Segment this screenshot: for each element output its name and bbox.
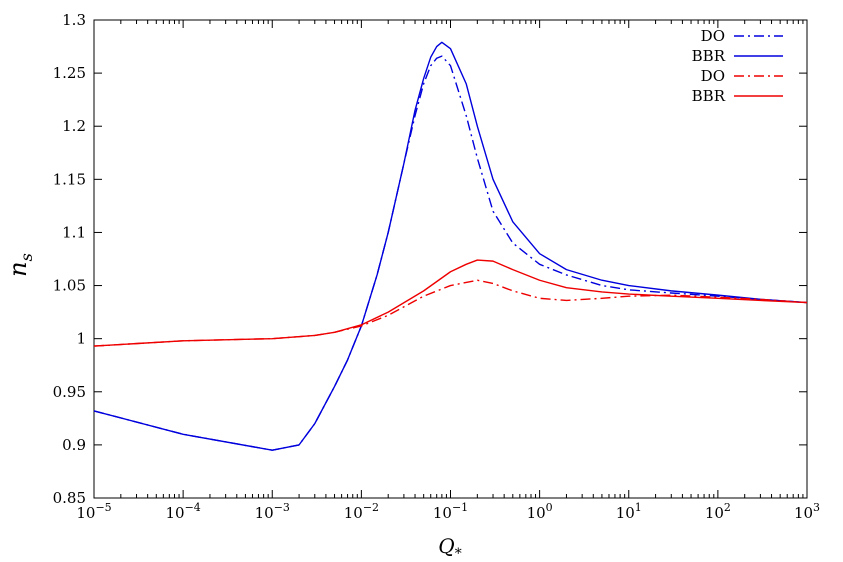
legend: DO BBR DO BBR bbox=[692, 27, 783, 105]
x-tick-exp: −4 bbox=[185, 501, 201, 514]
y-tick-label: 0.95 bbox=[53, 383, 86, 401]
y-tick-label: 1.05 bbox=[53, 277, 86, 295]
series-line-2 bbox=[93, 279, 808, 347]
series-line-3 bbox=[93, 259, 808, 347]
y-tick-labels: 0.85 0.9 0.95 1 1.05 1.1 1.15 1.2 1.25 1.3 bbox=[53, 11, 86, 507]
x-tick-label: 10−2 bbox=[344, 501, 379, 522]
x-tick-label: 10−5 bbox=[76, 501, 111, 522]
x-tick-exp: −2 bbox=[363, 501, 379, 514]
x-tick-label: 10−1 bbox=[433, 501, 468, 522]
series-lines bbox=[93, 41, 808, 451]
x-tick-exp: −5 bbox=[95, 501, 111, 514]
x-tick-base: 10 bbox=[76, 504, 95, 522]
x-tick-base: 10 bbox=[705, 504, 724, 522]
x-tick-exp: 2 bbox=[724, 501, 731, 514]
y-tick-label: 1.3 bbox=[62, 11, 86, 29]
y-tick-label: 1.2 bbox=[62, 117, 86, 135]
series-line-0 bbox=[93, 55, 808, 451]
x-tick-base: 10 bbox=[255, 504, 274, 522]
x-tick-exp: −3 bbox=[274, 501, 290, 514]
x-tick-label: 102 bbox=[705, 501, 731, 522]
x-tick-label: 101 bbox=[616, 501, 642, 522]
x-tick-label: 10−3 bbox=[255, 501, 290, 522]
y-axis-title-main: n bbox=[4, 261, 32, 276]
x-tick-base: 10 bbox=[433, 504, 452, 522]
x-tick-base: 10 bbox=[616, 504, 635, 522]
legend-label: BBR bbox=[692, 87, 726, 105]
y-tick-label: 1 bbox=[76, 330, 86, 348]
y-tick-label: 1.15 bbox=[53, 170, 86, 188]
y-tick-label: 1.1 bbox=[62, 223, 86, 241]
x-axis-title-main: Q bbox=[438, 534, 454, 558]
legend-label: DO bbox=[701, 67, 725, 85]
x-tick-base: 10 bbox=[527, 504, 546, 522]
legend-label: BBR bbox=[692, 47, 726, 65]
x-tick-exp: 1 bbox=[635, 501, 642, 514]
y-axis-title-sub: s bbox=[17, 253, 36, 261]
x-tick-label: 100 bbox=[527, 501, 553, 522]
x-axis-title-sub: * bbox=[455, 546, 462, 562]
y-axis-title: ns bbox=[4, 253, 36, 277]
x-tick-base: 10 bbox=[794, 504, 813, 522]
x-tick-base: 10 bbox=[344, 504, 363, 522]
y-tick-label: 1.25 bbox=[53, 64, 86, 82]
legend-label: DO bbox=[701, 27, 725, 45]
x-tick-exp: −1 bbox=[452, 501, 468, 514]
x-tick-label: 10−4 bbox=[165, 501, 200, 522]
x-tick-exp: 0 bbox=[546, 501, 553, 514]
x-tick-base: 10 bbox=[165, 504, 184, 522]
x-tick-label: 103 bbox=[794, 501, 820, 522]
tick-marks bbox=[93, 19, 808, 499]
series-line-1 bbox=[93, 41, 808, 451]
x-tick-exp: 3 bbox=[813, 501, 820, 514]
y-tick-label: 0.9 bbox=[62, 436, 86, 454]
y-tick-label: 0.85 bbox=[53, 489, 86, 507]
x-tick-labels: 10−5 10−4 10−3 10−2 10−1 100 101 102 103 bbox=[76, 501, 820, 522]
x-axis-title: Q* bbox=[438, 534, 461, 562]
